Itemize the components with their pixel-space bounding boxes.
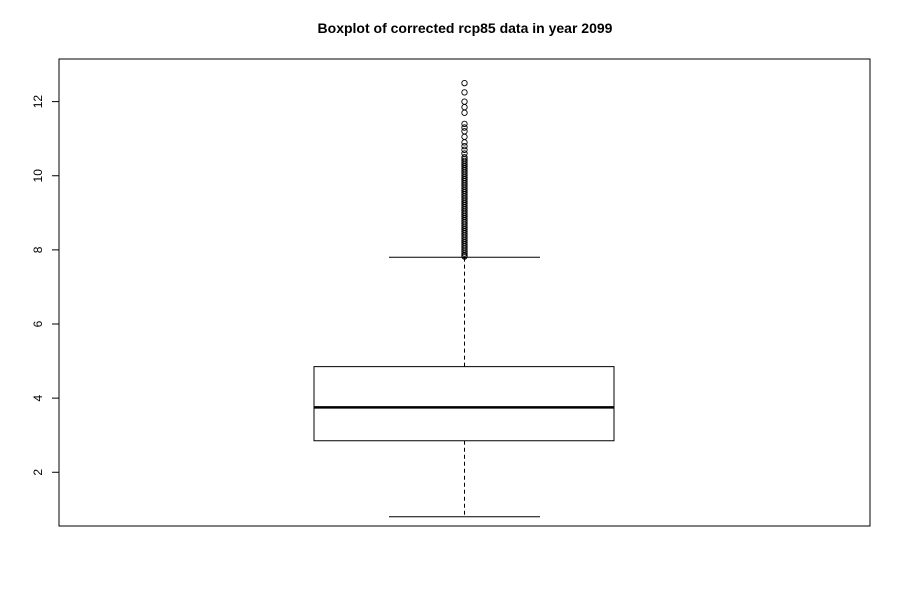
outlier-point (461, 146, 468, 153)
y-tick-label: 12 (31, 95, 45, 109)
y-tick-label: 8 (31, 246, 45, 253)
chart-title: Boxplot of corrected rcp85 data in year … (317, 20, 613, 36)
y-axis: 2 4 6 8 10 12 (31, 95, 60, 476)
outlier-point (461, 133, 468, 140)
outlier-point (461, 150, 468, 157)
outlier-point (461, 89, 468, 96)
outlier-point (461, 98, 468, 105)
iqr-box (313, 366, 615, 442)
outlier-point (461, 142, 468, 150)
outlier-point (461, 128, 468, 135)
outlier-point (461, 120, 468, 128)
outlier-point (461, 157, 468, 165)
outliers-group (461, 79, 468, 260)
y-tick-label: 4 (31, 394, 45, 401)
outlier-point (461, 154, 468, 161)
box-group (313, 256, 615, 518)
y-tick-label: 10 (31, 169, 45, 183)
outlier-point (461, 109, 468, 116)
outlier-point (461, 79, 468, 87)
outlier-point (461, 104, 468, 111)
outlier-point (461, 124, 468, 131)
y-tick-label: 2 (31, 469, 45, 476)
y-tick-label: 6 (31, 320, 45, 327)
outlier-point (461, 139, 468, 146)
